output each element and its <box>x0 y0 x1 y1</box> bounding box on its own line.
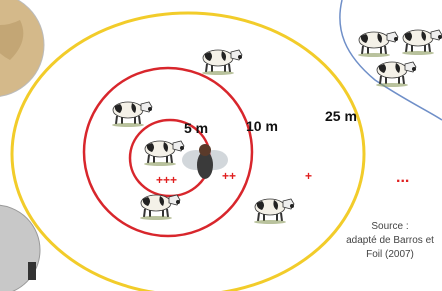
distance-label: 25 m <box>325 108 357 124</box>
cow <box>112 102 152 127</box>
herd-boundary <box>340 0 442 120</box>
intensity-label: ... <box>396 169 409 186</box>
intensity-label: +++ <box>156 173 177 187</box>
cow <box>140 195 180 220</box>
source-text: Source : <box>371 221 408 232</box>
intensity-label: ++ <box>222 169 236 183</box>
cow <box>358 32 398 57</box>
distance-label: 10 m <box>246 118 278 134</box>
photo-detail <box>28 262 36 280</box>
cow <box>144 141 184 166</box>
cow <box>202 50 242 75</box>
diagram: 5 m 10 m 25 m +++ ++ + ... Source : adap… <box>0 0 442 291</box>
cow <box>254 199 294 224</box>
distance-label: 5 m <box>184 120 208 136</box>
source-text: adapté de Barros et <box>346 235 434 246</box>
intensity-label: + <box>305 169 312 183</box>
cow <box>376 62 416 87</box>
cow <box>402 30 442 55</box>
source-text: Foil (2007) <box>366 249 414 260</box>
